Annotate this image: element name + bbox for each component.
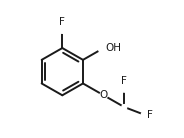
Text: F: F	[147, 110, 153, 120]
Circle shape	[141, 111, 149, 119]
Circle shape	[100, 91, 107, 99]
Text: F: F	[59, 17, 65, 27]
Text: F: F	[121, 76, 127, 86]
Text: OH: OH	[106, 43, 122, 53]
Circle shape	[122, 105, 127, 110]
Circle shape	[98, 43, 109, 53]
Circle shape	[58, 25, 66, 33]
Text: O: O	[100, 90, 108, 100]
Circle shape	[121, 85, 128, 92]
